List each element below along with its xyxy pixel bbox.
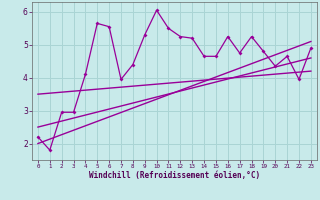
X-axis label: Windchill (Refroidissement éolien,°C): Windchill (Refroidissement éolien,°C)	[89, 171, 260, 180]
